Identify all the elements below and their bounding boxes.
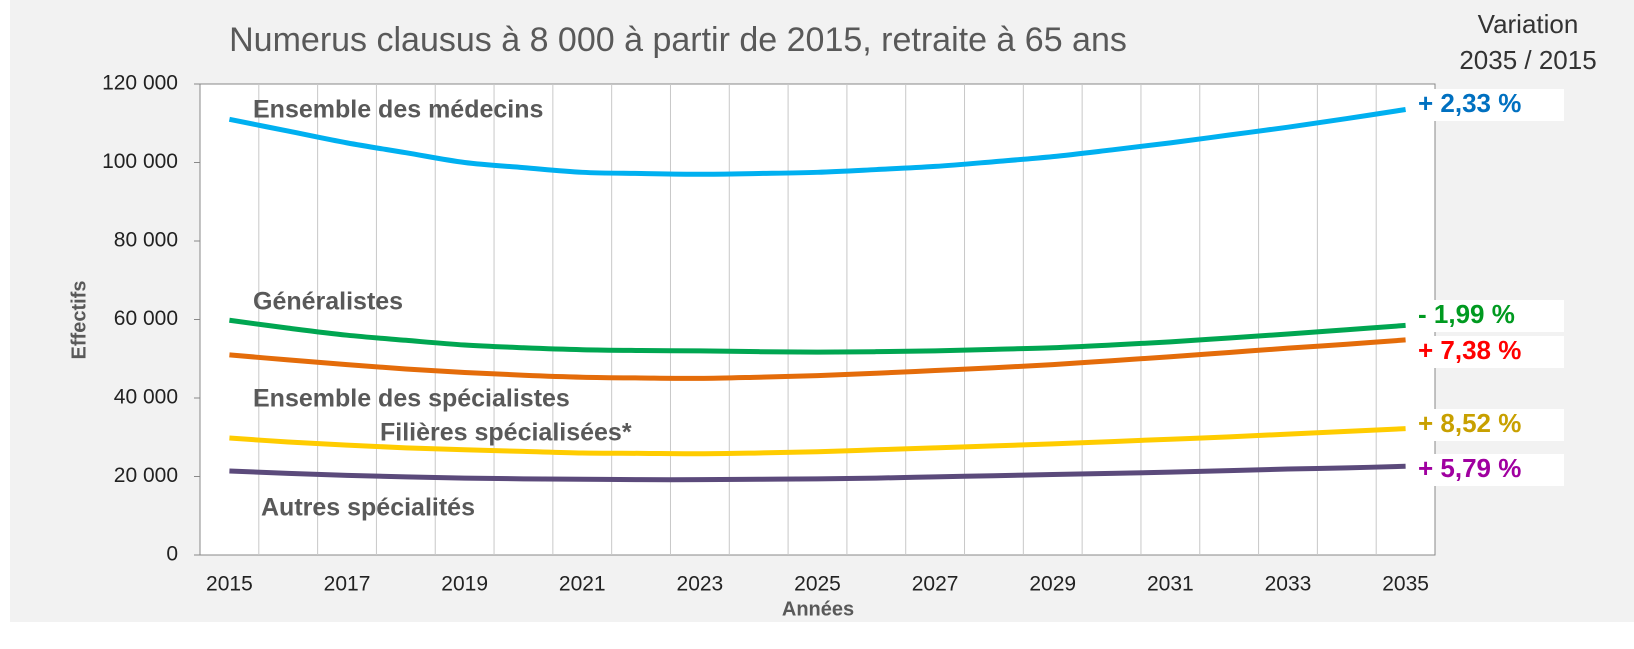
series-line — [228, 107, 1406, 177]
series-line — [229, 317, 1406, 355]
x-axis-label: Années — [782, 598, 854, 620]
x-tick-label: 2017 — [324, 573, 371, 596]
variation-header: 2035 / 2015 — [1459, 45, 1596, 75]
variation-box — [1414, 336, 1564, 368]
x-tick-label: 2027 — [912, 573, 959, 596]
x-tick-label: 2019 — [441, 573, 488, 596]
y-tick-label: 40 000 — [114, 386, 178, 409]
x-tick-label: 2025 — [794, 573, 841, 596]
variation-label: + 8,52 % — [1418, 408, 1521, 438]
variation-label: + 7,38 % — [1418, 335, 1521, 365]
variation-box — [1414, 454, 1564, 486]
x-tick-label: 2031 — [1147, 573, 1194, 596]
x-tick-label: 2029 — [1029, 573, 1076, 596]
y-tick-label: 20 000 — [114, 464, 178, 487]
x-tick-label: 2023 — [677, 573, 724, 596]
series-label: Ensemble des médecins — [253, 96, 543, 124]
chart-title: Numerus clausus à 8 000 à partir de 2015… — [229, 21, 1127, 59]
variation-label: + 5,79 % — [1418, 453, 1521, 483]
variation-header: Variation — [1478, 9, 1579, 39]
y-tick-label: 60 000 — [114, 307, 178, 330]
x-tick-label: 2021 — [559, 573, 606, 596]
x-tick-label: 2015 — [206, 573, 253, 596]
series-label: Autres spécialités — [261, 494, 475, 522]
y-tick-label: 80 000 — [114, 229, 178, 252]
variation-box — [1414, 300, 1564, 332]
series-label: Filières spécialisées* — [380, 419, 632, 447]
variation-label: - 1,99 % — [1418, 299, 1515, 329]
y-tick-label: 0 — [166, 543, 178, 566]
plot-area — [199, 83, 1436, 556]
variation-box — [1414, 89, 1564, 121]
series-line — [229, 463, 1406, 483]
y-tick-label: 120 000 — [102, 72, 178, 95]
y-axis-label: Effectifs — [68, 281, 90, 360]
series-label: Généralistes — [253, 288, 403, 316]
series-line — [229, 337, 1406, 381]
variation-box — [1414, 409, 1564, 441]
series-line — [229, 426, 1406, 457]
x-tick-label: 2035 — [1382, 573, 1429, 596]
series-label: Ensemble des spécialistes — [253, 385, 570, 413]
variation-label: + 2,33 % — [1418, 88, 1521, 118]
x-tick-label: 2033 — [1265, 573, 1312, 596]
y-tick-label: 100 000 — [102, 150, 178, 173]
